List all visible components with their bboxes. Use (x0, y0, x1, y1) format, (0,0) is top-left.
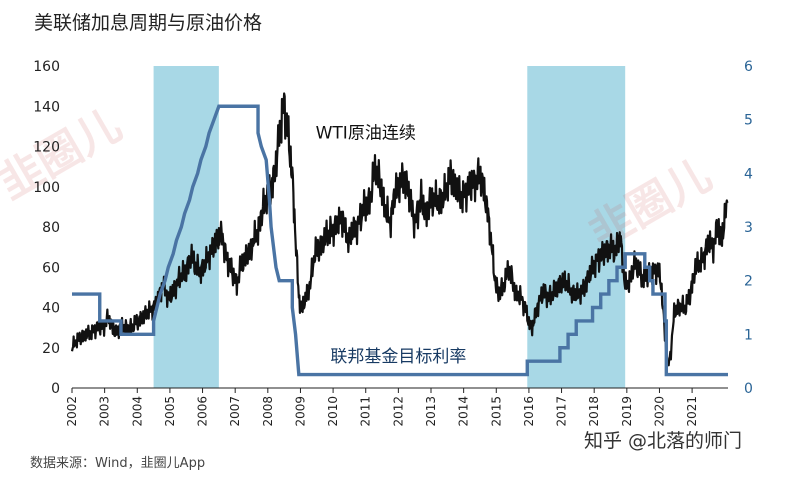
series-line-fed-funds-rate (72, 104, 728, 377)
x-tick-label: 2004 (130, 396, 144, 427)
x-tick-label: 2007 (228, 396, 242, 427)
y-right-tick-label: 1 (744, 327, 753, 343)
y-right-tick-label: 0 (744, 381, 753, 397)
credit-watermark: 知乎 @北落的师门 (584, 430, 743, 452)
annotation-wti: WTI原油连续 (316, 123, 416, 143)
x-tick-label: 2011 (359, 396, 373, 427)
y-right-tick-label: 2 (744, 274, 753, 290)
y-right-tick-label: 3 (744, 220, 753, 236)
chart-title: 美联储加息周期与原油价格 (34, 12, 263, 34)
x-tick-label: 2015 (489, 396, 503, 427)
x-tick-label: 2008 (261, 396, 275, 427)
y-left-tick-label: 120 (33, 140, 60, 156)
x-tick-label: 2014 (457, 396, 471, 427)
source-note: 数据来源：Wind，韭圈儿App (30, 456, 206, 471)
hike-period-band (153, 66, 219, 388)
y-left-tick-label: 160 (33, 59, 60, 75)
x-tick-label: 2021 (685, 396, 699, 427)
y-left-tick-label: 0 (51, 381, 60, 397)
y-left-tick-label: 60 (42, 260, 60, 276)
x-tick-label: 2002 (65, 396, 79, 427)
x-tick-label: 2019 (620, 396, 634, 427)
x-tick-label: 2006 (196, 396, 210, 427)
series-line-wti (70, 92, 729, 367)
y-left-tick-label: 20 (42, 341, 60, 357)
y-right-tick-label: 4 (744, 166, 753, 182)
x-tick-label: 2012 (391, 396, 405, 427)
x-tick-label: 2017 (555, 396, 569, 427)
x-tick-label: 2013 (424, 396, 438, 427)
x-tick-label: 2020 (652, 396, 666, 427)
x-tick-label: 2016 (522, 396, 536, 427)
watermark-text: 韭圈儿 (0, 99, 130, 209)
x-tick-label: 2003 (98, 396, 112, 427)
x-tick-label: 2009 (293, 396, 307, 427)
x-tick-label: 2005 (163, 396, 177, 427)
y-left-tick-label: 140 (33, 99, 60, 115)
y-left-tick-label: 80 (42, 220, 60, 236)
axes: 0 20 40 60 80 100 120 140 160 0 1 2 3 4 5 6 2002 2003 2004… (33, 59, 753, 427)
x-tick-label: 2018 (587, 396, 601, 427)
x-tick-label: 2010 (326, 396, 340, 427)
y-right-tick-label: 5 (744, 113, 753, 129)
annotation-fed-rate: 联邦基金目标利率 (330, 347, 466, 367)
y-right-tick-label: 6 (744, 59, 753, 75)
series (70, 92, 729, 377)
y-left-tick-label: 40 (42, 301, 60, 317)
y-left-tick-label: 100 (33, 180, 60, 196)
